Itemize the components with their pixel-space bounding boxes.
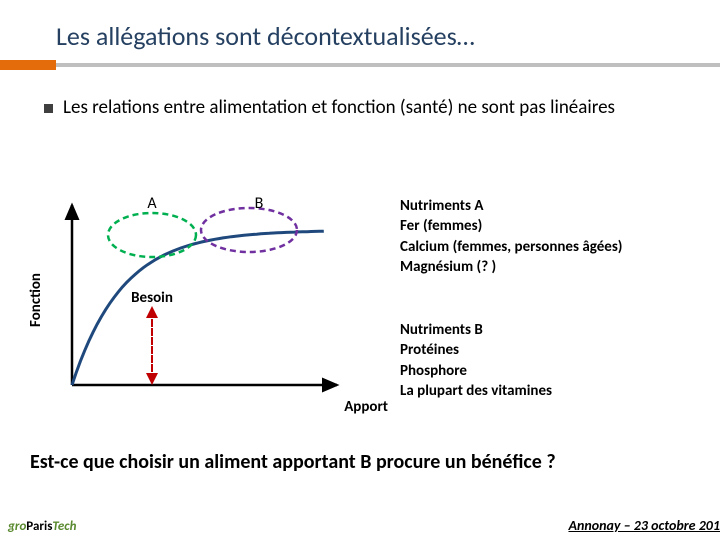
nutrient-line: Nutriments A	[400, 196, 622, 216]
nutrient-line: Magnésium (? )	[400, 257, 622, 277]
slide-title: Les allégations sont décontextualisées…	[0, 0, 720, 60]
svg-text:B: B	[255, 194, 264, 213]
logo-part1: gro	[8, 519, 26, 534]
chart-svg: A B Besoin	[44, 190, 364, 410]
nutrients-b-block: Nutriments BProtéinesPhosphoreLa plupart…	[400, 320, 552, 401]
accent-bar	[0, 60, 720, 70]
nutrients-a-block: Nutriments AFer (femmes)Calcium (femmes,…	[400, 196, 622, 277]
y-axis-label: Fonction	[27, 273, 45, 327]
svg-text:Besoin: Besoin	[131, 289, 173, 307]
nutrient-line: Protéines	[400, 340, 552, 360]
logo: groParisTech	[8, 519, 76, 534]
bullet-text: Les relations entre alimentation et fonc…	[63, 96, 615, 119]
svg-text:A: A	[147, 194, 157, 213]
accent-grey	[56, 63, 720, 67]
bullet-icon	[44, 104, 53, 113]
chart: Fonction ABBesoin Apport	[44, 190, 364, 410]
nutrient-line: Calcium (femmes, personnes âgées)	[400, 237, 622, 257]
logo-part3: Tech	[52, 519, 76, 534]
question-text: Est-ce que choisir un aliment apportant …	[30, 450, 690, 474]
nutrient-line: Fer (femmes)	[400, 216, 622, 236]
bullet-item: Les relations entre alimentation et fonc…	[0, 70, 720, 119]
accent-orange	[0, 60, 56, 70]
x-axis-label: Apport	[344, 398, 388, 416]
footer-text: Annonay – 23 octobre 201	[568, 517, 720, 534]
nutrient-line: Nutriments B	[400, 320, 552, 340]
nutrient-line: La plupart des vitamines	[400, 381, 552, 401]
nutrient-line: Phosphore	[400, 361, 552, 381]
logo-part2: Paris	[26, 519, 52, 534]
